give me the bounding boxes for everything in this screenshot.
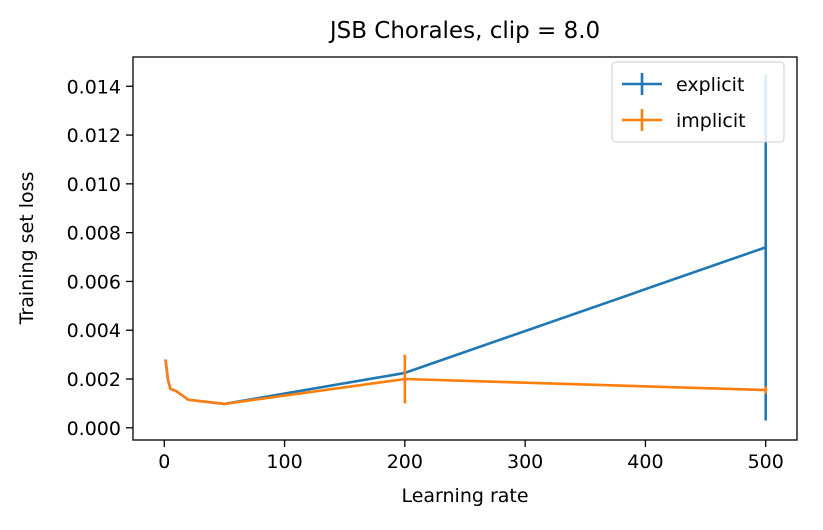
legend-label: implicit (676, 110, 746, 132)
legend-box (611, 61, 785, 143)
x-tick-label: 0 (158, 451, 170, 473)
x-tick-label: 500 (748, 451, 784, 473)
y-tick-label: 0.012 (67, 125, 121, 147)
plot-area: 0 100 200 300 400 500 0.000 0.002 0.004 0.006 0.00… (67, 56, 798, 473)
series-line-implicit (164, 359, 766, 406)
x-axis-label: Learning rate (401, 485, 528, 507)
plot-frame (132, 56, 798, 441)
legend: explicit implicit (611, 61, 785, 143)
y-tick-label: 0.000 (67, 418, 121, 440)
legend-label: explicit (676, 74, 744, 96)
y-tick-label: 0.006 (67, 271, 121, 293)
y-tick-label: 0.010 (67, 174, 121, 196)
y-tick-label: 0.008 (67, 223, 121, 245)
y-tick-label: 0.004 (67, 320, 121, 342)
chart-title: JSB Chorales, clip = 8.0 (328, 18, 600, 44)
x-tick-label: 100 (266, 451, 302, 473)
y-tick-label: 0.002 (67, 369, 121, 391)
x-tick-label: 300 (507, 451, 543, 473)
y-axis-label: Training set loss (16, 172, 38, 326)
x-tick-label: 200 (387, 451, 423, 473)
x-tick-label: 400 (627, 451, 663, 473)
y-tick-label: 0.014 (67, 76, 121, 98)
